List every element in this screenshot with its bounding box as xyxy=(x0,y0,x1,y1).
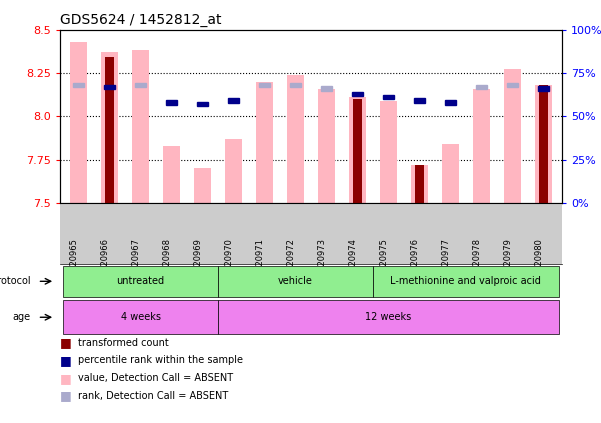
Bar xyxy=(352,91,363,96)
Bar xyxy=(442,144,459,203)
Text: vehicle: vehicle xyxy=(278,276,313,286)
Bar xyxy=(228,99,239,103)
Bar xyxy=(535,85,552,203)
Bar xyxy=(197,102,208,106)
Bar xyxy=(507,83,518,87)
Bar xyxy=(373,266,559,297)
Bar xyxy=(380,101,397,203)
Text: ■: ■ xyxy=(60,354,72,367)
Bar xyxy=(321,86,332,91)
Text: age: age xyxy=(13,312,31,322)
Bar xyxy=(218,300,559,334)
Bar xyxy=(411,165,428,203)
Bar xyxy=(415,165,424,203)
Text: 4 weeks: 4 weeks xyxy=(121,312,160,322)
Bar xyxy=(383,95,394,99)
Bar xyxy=(105,58,114,203)
Text: untreated: untreated xyxy=(117,276,165,286)
Bar xyxy=(290,83,301,87)
Bar xyxy=(256,82,273,203)
Text: ■: ■ xyxy=(60,336,72,349)
Bar xyxy=(504,69,521,203)
Bar xyxy=(473,88,490,203)
Bar xyxy=(225,139,242,203)
Bar xyxy=(101,52,118,203)
Bar xyxy=(445,100,456,104)
Bar xyxy=(538,86,549,91)
Bar xyxy=(73,83,84,87)
Bar xyxy=(353,99,362,203)
Bar xyxy=(132,50,149,203)
Bar xyxy=(104,85,115,89)
Text: L-methionine and valproic acid: L-methionine and valproic acid xyxy=(391,276,542,286)
Bar xyxy=(476,85,487,89)
Bar xyxy=(259,83,270,87)
Bar xyxy=(63,300,218,334)
Bar xyxy=(349,97,366,203)
Bar xyxy=(414,99,425,103)
Bar xyxy=(63,266,218,297)
Bar xyxy=(538,85,548,203)
Text: ■: ■ xyxy=(60,390,72,402)
Text: value, Detection Call = ABSENT: value, Detection Call = ABSENT xyxy=(78,373,233,383)
Text: protocol: protocol xyxy=(0,276,31,286)
Text: rank, Detection Call = ABSENT: rank, Detection Call = ABSENT xyxy=(78,391,228,401)
Bar xyxy=(70,42,87,203)
Text: GDS5624 / 1452812_at: GDS5624 / 1452812_at xyxy=(60,13,222,27)
Bar xyxy=(135,83,146,87)
Text: 12 weeks: 12 weeks xyxy=(365,312,412,322)
Bar xyxy=(166,100,177,104)
Text: transformed count: transformed count xyxy=(78,338,169,348)
Bar xyxy=(318,88,335,203)
Text: ■: ■ xyxy=(60,372,72,385)
Bar xyxy=(163,146,180,203)
Bar xyxy=(194,168,211,203)
Text: percentile rank within the sample: percentile rank within the sample xyxy=(78,355,243,365)
Bar xyxy=(287,75,304,203)
Bar xyxy=(218,266,373,297)
